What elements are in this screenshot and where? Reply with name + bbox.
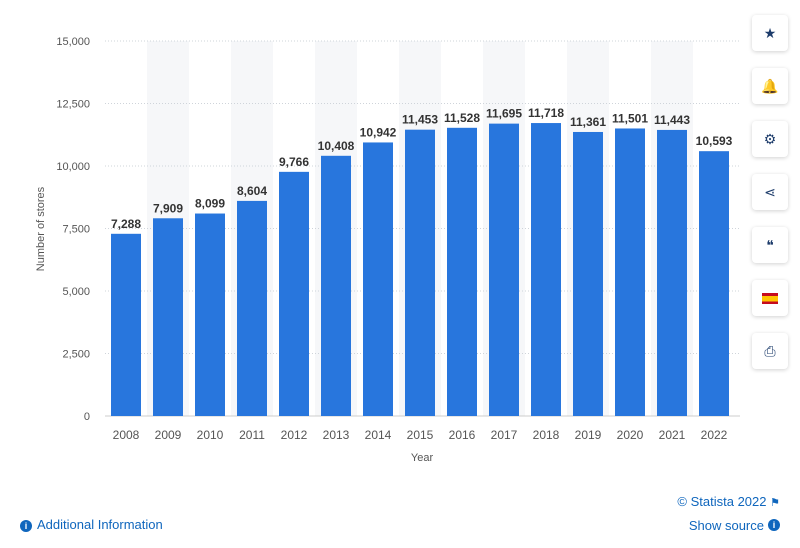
data-label: 10,408 bbox=[318, 139, 355, 153]
data-label: 11,453 bbox=[402, 113, 438, 127]
data-label: 11,528 bbox=[444, 111, 480, 125]
y-tick-label: 10,000 bbox=[56, 161, 90, 173]
bar-2020 bbox=[615, 128, 645, 416]
spain-flag-button[interactable] bbox=[752, 280, 788, 316]
x-tick-label: 2020 bbox=[617, 428, 644, 442]
x-tick-label: 2010 bbox=[197, 428, 224, 442]
data-label: 10,593 bbox=[696, 134, 733, 148]
star-button[interactable]: ★ bbox=[752, 15, 788, 51]
x-tick-label: 2011 bbox=[239, 428, 265, 442]
data-label: 7,288 bbox=[111, 217, 141, 231]
y-tick-label: 15,000 bbox=[56, 36, 90, 48]
bell-icon: 🔔 bbox=[761, 77, 779, 94]
quote-button[interactable]: ❝ bbox=[752, 227, 788, 263]
share-icon: ⋖ bbox=[764, 183, 776, 200]
data-label: 11,361 bbox=[570, 115, 606, 129]
y-tick-label: 7,500 bbox=[62, 224, 90, 236]
gear-icon: ⚙ bbox=[763, 130, 777, 147]
additional-information-link[interactable]: i Additional Information bbox=[20, 517, 163, 532]
bar-2018 bbox=[531, 123, 561, 417]
x-tick-label: 2015 bbox=[407, 428, 434, 442]
gear-button[interactable]: ⚙ bbox=[752, 121, 788, 157]
x-tick-label: 2014 bbox=[365, 428, 392, 442]
star-icon: ★ bbox=[763, 24, 777, 41]
flag-icon: ⚑ bbox=[770, 497, 780, 509]
y-tick-label: 12,500 bbox=[56, 99, 90, 111]
x-tick-label: 2019 bbox=[575, 428, 602, 442]
bar-2016 bbox=[447, 127, 477, 417]
y-axis-title: Number of stores bbox=[35, 186, 47, 271]
bar-2009 bbox=[153, 218, 183, 416]
x-tick-label: 2008 bbox=[113, 428, 140, 442]
data-label: 10,942 bbox=[360, 125, 397, 139]
x-tick-label: 2018 bbox=[533, 428, 560, 442]
data-label: 11,501 bbox=[612, 111, 648, 125]
show-source-link[interactable]: Show source bbox=[688, 518, 764, 533]
spain-flag-icon bbox=[762, 292, 778, 304]
data-label: 11,718 bbox=[528, 106, 564, 120]
x-tick-label: 2012 bbox=[281, 428, 308, 442]
data-label: 11,443 bbox=[654, 113, 690, 127]
bar-2022 bbox=[699, 151, 729, 417]
y-tick-label: 0 bbox=[84, 411, 90, 423]
print-button[interactable]: ⎙ bbox=[752, 333, 788, 369]
x-tick-label: 2017 bbox=[491, 428, 518, 442]
bar-2017 bbox=[489, 123, 519, 416]
data-label: 9,766 bbox=[279, 155, 309, 169]
info-icon: i bbox=[20, 520, 32, 532]
bar-chart: 0 2,500 5,000 7,500 10,000 12,500 15,000 7,288 2… bbox=[35, 36, 740, 464]
info-icon: i bbox=[768, 519, 780, 531]
bar-2019 bbox=[573, 131, 603, 416]
x-tick-label: 2013 bbox=[323, 428, 350, 442]
x-tick-label: 2021 bbox=[659, 428, 686, 442]
x-tick-label: 2016 bbox=[449, 428, 476, 442]
data-label: 8,099 bbox=[195, 197, 225, 211]
data-label: 8,604 bbox=[237, 184, 267, 198]
x-axis-title: Year bbox=[411, 452, 434, 464]
bar-2013 bbox=[321, 155, 351, 417]
data-label: 7,909 bbox=[153, 201, 183, 215]
x-tick-label: 2009 bbox=[155, 428, 182, 442]
y-tick-label: 2,500 bbox=[62, 349, 90, 361]
bar-2008 bbox=[111, 233, 141, 416]
data-label: 11,695 bbox=[486, 107, 522, 121]
y-tick-label: 5,000 bbox=[62, 286, 90, 298]
share-button[interactable]: ⋖ bbox=[752, 174, 788, 210]
bar-2021 bbox=[657, 129, 687, 417]
bar-2015 bbox=[405, 129, 435, 417]
bar-2010 bbox=[195, 213, 225, 416]
bar-2011 bbox=[237, 200, 267, 416]
bar-2014 bbox=[363, 142, 393, 416]
bar-2012 bbox=[279, 171, 309, 416]
bell-button[interactable]: 🔔 bbox=[752, 68, 788, 104]
x-tick-label: 2022 bbox=[701, 428, 728, 442]
print-icon: ⎙ bbox=[764, 342, 776, 359]
copyright: © Statista 2022 ⚑ bbox=[677, 494, 780, 509]
quote-icon: ❝ bbox=[766, 236, 774, 253]
